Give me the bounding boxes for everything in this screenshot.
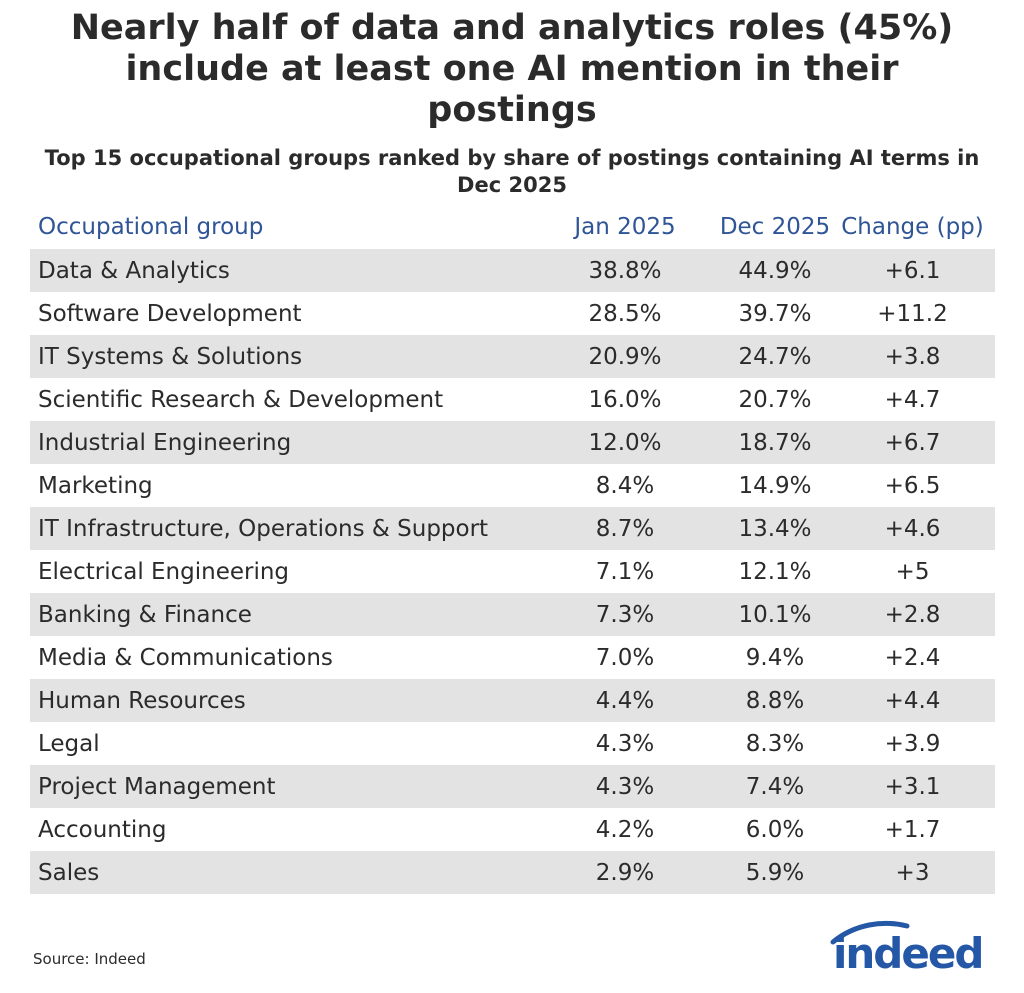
table-row: IT Infrastructure, Operations & Support 8…	[30, 507, 995, 550]
cell-jan-2025: 4.2%	[595, 816, 655, 843]
cell-change: +3.8	[884, 343, 941, 370]
table-row: Data & Analytics 38.8% 44.9% +6.1	[30, 249, 995, 292]
data-table: Occupational group Jan 2025 Dec 2025 Cha…	[30, 205, 995, 894]
column-header-change: Change (pp)	[841, 214, 984, 240]
cell-dec-2025: 18.7%	[738, 429, 812, 456]
indeed-logo: indeed	[830, 920, 984, 978]
cell-jan-2025: 4.4%	[595, 687, 655, 714]
cell-group: Legal	[38, 730, 100, 757]
cell-dec-2025: 9.4%	[745, 644, 805, 671]
cell-dec-2025: 8.3%	[745, 730, 805, 757]
cell-jan-2025: 2.9%	[595, 859, 655, 886]
table-row: Accounting 4.2% 6.0% +1.7	[30, 808, 995, 851]
cell-dec-2025: 6.0%	[745, 816, 805, 843]
cell-group: Data & Analytics	[38, 257, 230, 284]
cell-change: +6.5	[884, 472, 941, 499]
cell-dec-2025: 20.7%	[738, 386, 812, 413]
column-header-group: Occupational group	[38, 214, 264, 240]
cell-change: +1.7	[884, 816, 941, 843]
column-header-jan: Jan 2025	[574, 214, 676, 240]
cell-jan-2025: 4.3%	[595, 773, 655, 800]
cell-dec-2025: 39.7%	[738, 300, 812, 327]
cell-dec-2025: 10.1%	[738, 601, 812, 628]
cell-change: +3.9	[884, 730, 941, 757]
chart-subtitle: Top 15 occupational groups ranked by sha…	[44, 146, 980, 197]
cell-group: Accounting	[38, 816, 167, 843]
cell-jan-2025: 8.7%	[595, 515, 655, 542]
cell-change: +4.7	[884, 386, 941, 413]
cell-group: Banking & Finance	[38, 601, 252, 628]
cell-dec-2025: 13.4%	[738, 515, 812, 542]
cell-change: +3	[895, 859, 930, 886]
source-note: Source: Indeed	[33, 950, 146, 968]
cell-dec-2025: 14.9%	[738, 472, 812, 499]
cell-change: +6.1	[884, 257, 941, 284]
cell-jan-2025: 28.5%	[588, 300, 662, 327]
cell-change: +5	[895, 558, 930, 585]
table-row: Human Resources 4.4% 8.8% +4.4	[30, 679, 995, 722]
cell-dec-2025: 44.9%	[738, 257, 812, 284]
cell-group: IT Systems & Solutions	[38, 343, 303, 370]
cell-jan-2025: 38.8%	[588, 257, 662, 284]
table-row: Project Management 4.3% 7.4% +3.1	[30, 765, 995, 808]
cell-dec-2025: 5.9%	[745, 859, 805, 886]
table-row: IT Systems & Solutions 20.9% 24.7% +3.8	[30, 335, 995, 378]
table-row: Scientific Research & Development 16.0% 20…	[30, 378, 995, 421]
chart-title: Nearly half of data and analytics roles …	[70, 8, 954, 130]
cell-group: IT Infrastructure, Operations & Support	[38, 515, 489, 542]
cell-group: Software Development	[38, 300, 302, 327]
logo-wordmark: indeed	[833, 929, 982, 978]
cell-change: +2.4	[884, 644, 941, 671]
cell-group: Human Resources	[38, 687, 246, 714]
cell-group: Media & Communications	[38, 644, 333, 671]
table-header: Occupational group Jan 2025 Dec 2025 Cha…	[30, 205, 995, 249]
cell-change: +3.1	[884, 773, 941, 800]
cell-group: Electrical Engineering	[38, 558, 290, 585]
table-row: Software Development 28.5% 39.7% +11.2	[30, 292, 995, 335]
table-row: Legal 4.3% 8.3% +3.9	[30, 722, 995, 765]
logo-arc-icon	[830, 920, 910, 945]
cell-dec-2025: 8.8%	[745, 687, 805, 714]
cell-change: +4.6	[884, 515, 941, 542]
cell-change: +2.8	[884, 601, 941, 628]
cell-jan-2025: 4.3%	[595, 730, 655, 757]
cell-dec-2025: 7.4%	[745, 773, 805, 800]
cell-jan-2025: 7.3%	[595, 601, 655, 628]
cell-change: +4.4	[884, 687, 941, 714]
cell-jan-2025: 8.4%	[595, 472, 655, 499]
cell-group: Project Management	[38, 773, 276, 800]
table-row: Banking & Finance 7.3% 10.1% +2.8	[30, 593, 995, 636]
cell-jan-2025: 20.9%	[588, 343, 662, 370]
cell-jan-2025: 16.0%	[588, 386, 662, 413]
table-row: Media & Communications 7.0% 9.4% +2.4	[30, 636, 995, 679]
cell-group: Industrial Engineering	[38, 429, 292, 456]
column-header-dec: Dec 2025	[719, 214, 831, 240]
cell-dec-2025: 24.7%	[738, 343, 812, 370]
cell-jan-2025: 7.1%	[595, 558, 655, 585]
table-row: Industrial Engineering 12.0% 18.7% +6.7	[30, 421, 995, 464]
cell-change: +6.7	[884, 429, 941, 456]
cell-group: Marketing	[38, 472, 153, 499]
cell-group: Scientific Research & Development	[38, 386, 444, 413]
cell-group: Sales	[38, 859, 100, 886]
cell-dec-2025: 12.1%	[738, 558, 812, 585]
table-body: Data & Analytics 38.8% 44.9% +6.1 Software D…	[30, 249, 995, 894]
table-row: Sales 2.9% 5.9% +3	[30, 851, 995, 894]
cell-jan-2025: 12.0%	[588, 429, 662, 456]
table-row: Marketing 8.4% 14.9% +6.5	[30, 464, 995, 507]
cell-jan-2025: 7.0%	[595, 644, 655, 671]
cell-change: +11.2	[877, 300, 948, 327]
table-row: Electrical Engineering 7.1% 12.1% +5	[30, 550, 995, 593]
